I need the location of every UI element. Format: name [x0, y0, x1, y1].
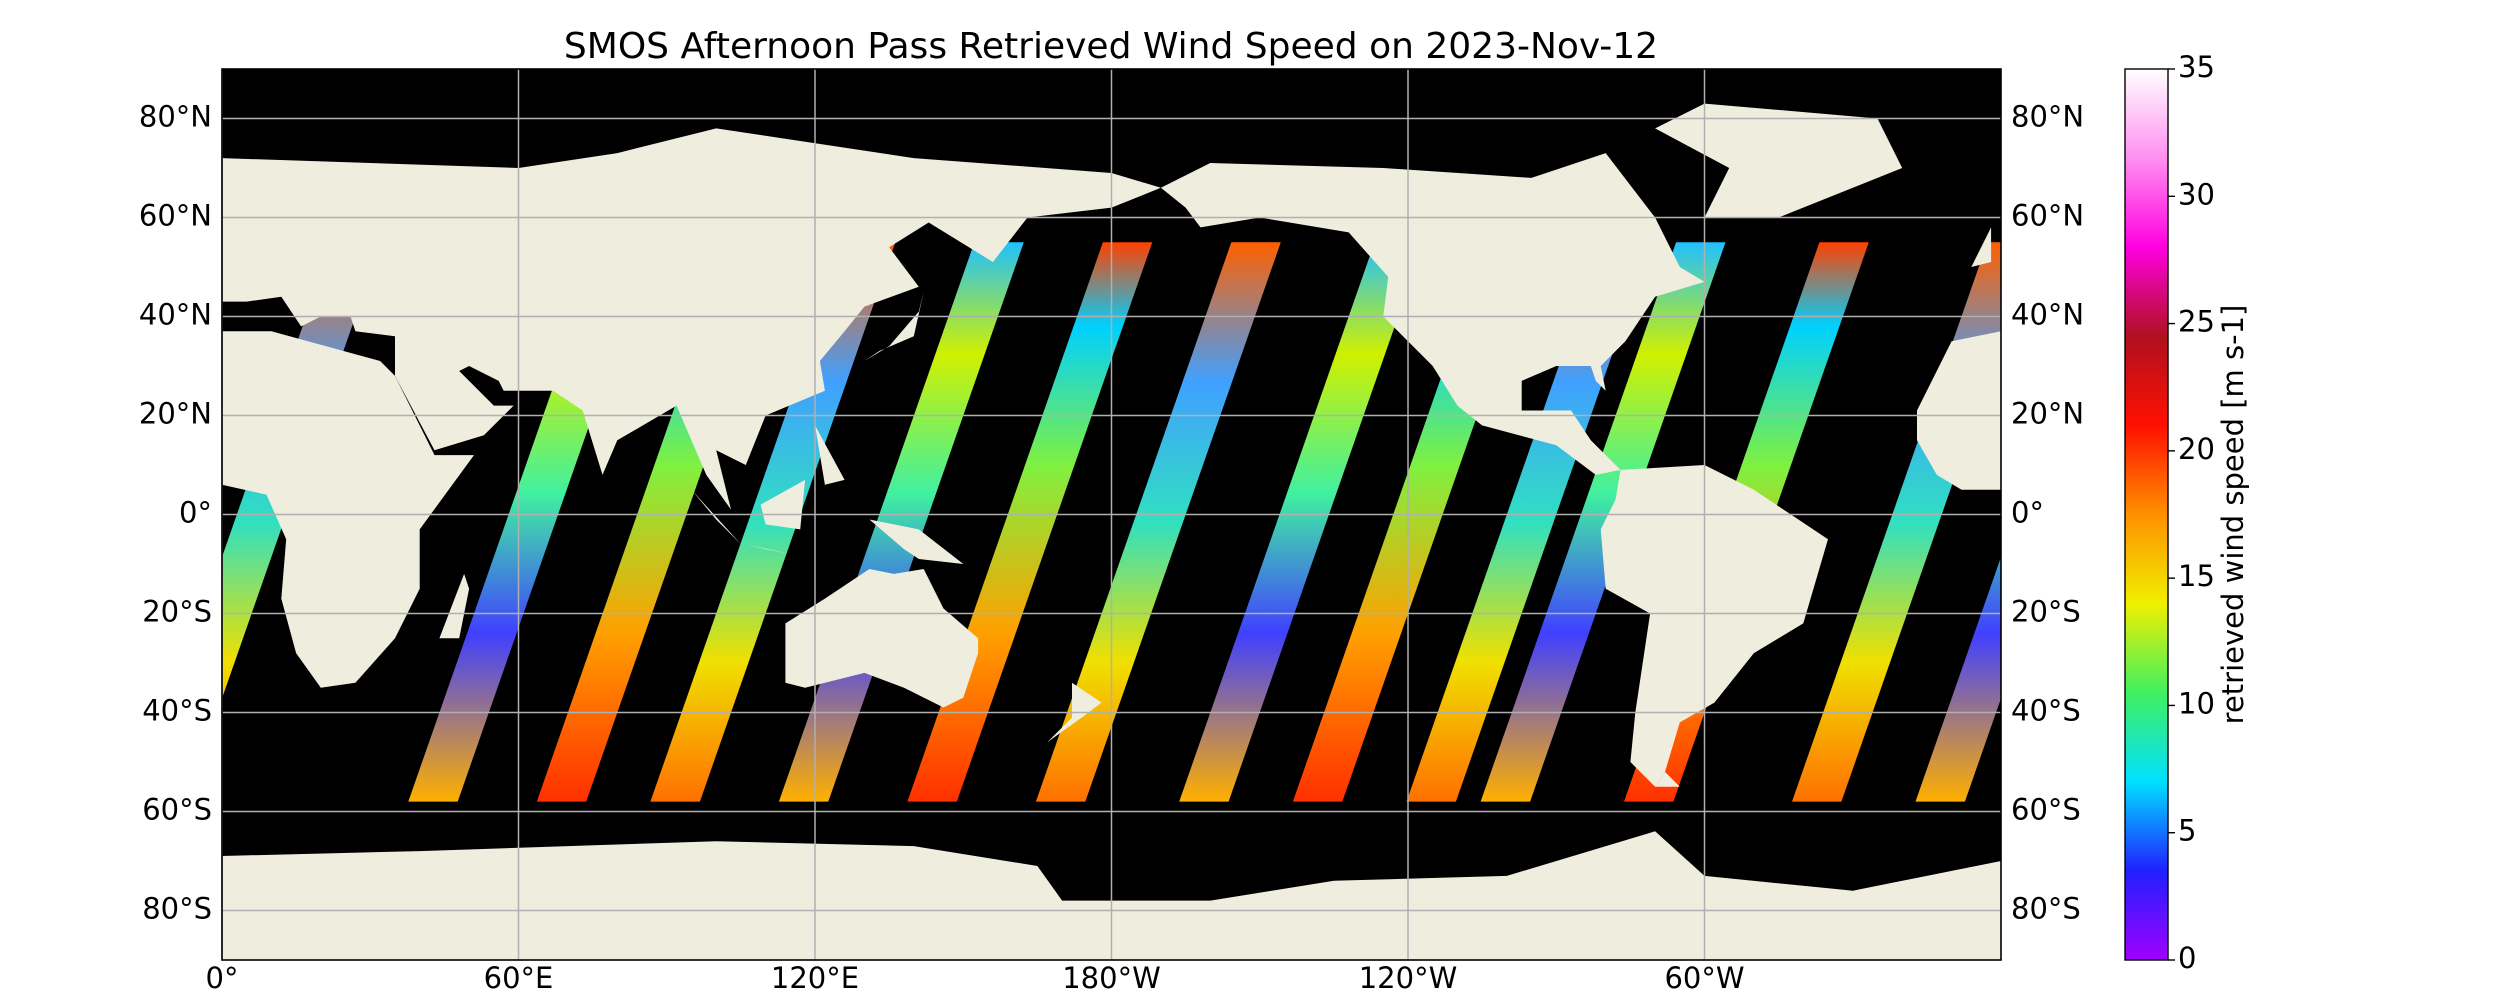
colorbar-tick-label: 5: [2178, 814, 2196, 848]
lat-tick-label-right: 80°N: [2011, 100, 2084, 134]
landmass: [785, 569, 979, 708]
lat-tick-label: 80°S: [142, 892, 212, 926]
swath: [1406, 242, 1652, 802]
map-frame: [221, 68, 2002, 961]
landmass: [869, 519, 964, 564]
grid: 80°N 80°N 60°N 60°N 40°N 40°N 20°N 20°N 0° 0° 20°S…: [139, 69, 2084, 995]
colorbar-tick-label: 10: [2178, 686, 2215, 720]
lat-tick-label: 0°: [179, 496, 212, 530]
landmass: [1917, 331, 2001, 490]
swath: [1915, 556, 2001, 802]
landmass: [1971, 227, 1992, 267]
landmass: [1655, 771, 1680, 787]
land: [222, 103, 2001, 960]
lat-tick-label-right: 40°N: [2011, 298, 2084, 332]
colorbar-tick-label: 15: [2178, 559, 2215, 593]
lat-tick-label-right: 60°S: [2011, 793, 2081, 827]
lat-tick-label: 20°N: [139, 397, 212, 431]
landmass: [222, 831, 2001, 960]
colorbar-scale: [2124, 68, 2169, 961]
lat-tick-label-right: 0°: [2011, 496, 2044, 530]
landmass: [439, 573, 470, 639]
colorbar: 0 5 10 15 20 25 30 35 retrieved wind speed [m s-…: [2124, 50, 2250, 975]
landmass: [1600, 465, 1828, 787]
lat-tick-label-right: 20°S: [2011, 595, 2081, 629]
lat-tick-label: 80°N: [139, 100, 212, 134]
lat-tick-label-right: 40°S: [2011, 694, 2081, 728]
map-title: SMOS Afternoon Pass Retrieved Wind Speed…: [564, 26, 1658, 67]
landmass: [1655, 103, 1903, 218]
lat-tick-label: 60°N: [139, 199, 212, 233]
landmass: [691, 489, 741, 545]
lat-tick-label-right: 80°S: [2011, 892, 2081, 926]
lon-tick-label: 180°W: [1062, 961, 1161, 995]
landmass: [815, 425, 845, 485]
landmass: [864, 291, 924, 361]
landmass: [246, 168, 371, 238]
colorbar-tick-label: 30: [2178, 177, 2215, 211]
lon-tick-label: 120°E: [771, 961, 859, 995]
swath: [1480, 242, 1726, 802]
lat-tick-label: 40°N: [139, 298, 212, 332]
swath: [1179, 242, 1425, 802]
colorbar-tick-label: 20: [2178, 432, 2215, 466]
lat-tick-label-right: 60°N: [2011, 199, 2084, 233]
colorbar-tick-label: 0: [2178, 941, 2196, 975]
lon-tick-label: 120°W: [1359, 961, 1458, 995]
lon-tick-label: 60°E: [484, 961, 554, 995]
landmass: [222, 331, 474, 688]
colorbar-label: retrieved wind speed [m s-1]: [2216, 305, 2250, 725]
landmass: [1160, 153, 1705, 475]
colorbar-tick-label: 25: [2178, 305, 2215, 339]
lon-tick-label: 60°W: [1664, 961, 1744, 995]
landmass: [760, 479, 806, 530]
landmass: [222, 128, 1161, 510]
landmass: [745, 544, 791, 555]
lat-tick-label: 20°S: [142, 595, 212, 629]
lat-tick-label: 60°S: [142, 793, 212, 827]
lat-tick-label: 40°S: [142, 694, 212, 728]
colorbar-tick-label: 35: [2178, 50, 2215, 84]
swath: [1035, 242, 1281, 802]
lat-tick-label-right: 20°N: [2011, 397, 2084, 431]
lon-tick-label: 0°: [206, 961, 239, 995]
